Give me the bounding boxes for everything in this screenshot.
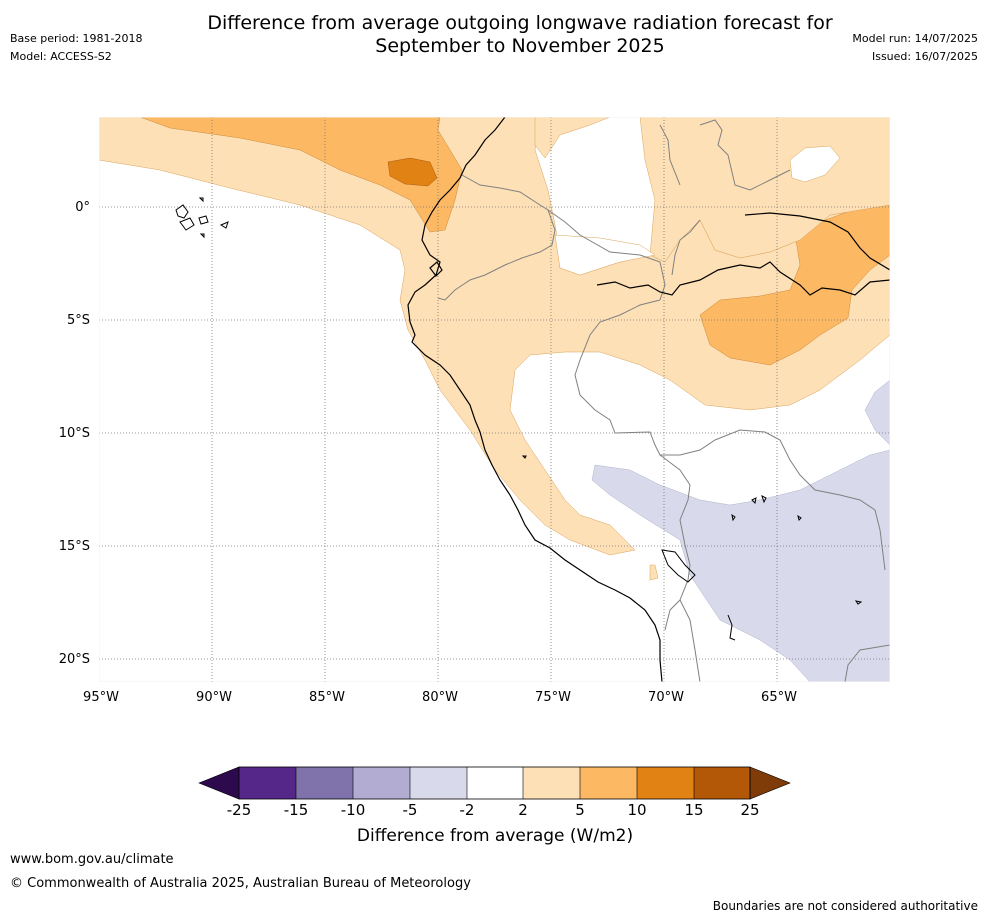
model-run: Model run: 14/07/2025 — [852, 32, 978, 45]
lon-label-90w: 90°W — [196, 690, 232, 705]
map-plot-area — [99, 117, 890, 682]
lon-label-85w: 85°W — [309, 690, 345, 705]
colorbar-segment — [580, 767, 637, 799]
right-metadata: Model run: 14/07/2025 Issued: 16/07/2025 — [852, 32, 978, 68]
lon-label-95w: 95°W — [83, 690, 119, 705]
anomaly-hole-north — [554, 234, 656, 276]
disclaimer: Boundaries are not considered authoritat… — [712, 899, 978, 913]
left-metadata: Base period: 1981-2018 Model: ACCESS-S2 — [10, 32, 142, 68]
colorbar-tick: 10 — [627, 801, 647, 819]
colorbar-segment — [239, 767, 296, 799]
colorbar-label: Difference from average (W/m2) — [356, 826, 634, 846]
lat-label-15s: 15°S — [59, 539, 90, 554]
colorbar-segment — [694, 767, 750, 799]
anomaly-region-2-to-5-top-small — [534, 117, 611, 159]
colorbar-tick: -25 — [226, 801, 252, 819]
lat-label-0: 0° — [75, 200, 90, 215]
galapagos-islands — [175, 197, 229, 239]
lat-label-20s: 20°S — [59, 652, 90, 667]
colorbar-outline — [238, 766, 751, 800]
anomaly-hole-northeast — [789, 145, 841, 183]
colorbar-tick: -10 — [340, 801, 366, 819]
chart-title: Difference from average outgoing longwav… — [150, 12, 890, 58]
anomaly-region-5-to-10-north — [139, 117, 463, 233]
lon-label-80w: 80°W — [422, 690, 458, 705]
colorbar-tick: 2 — [518, 801, 528, 819]
colorbar-tick: 5 — [575, 801, 585, 819]
colorbar-tick: -15 — [283, 801, 309, 819]
base-period: Base period: 1981-2018 — [10, 32, 143, 45]
anomaly-region-minus5-to-minus2-east — [864, 379, 890, 446]
colorbar-segment — [353, 767, 410, 799]
anomaly-region-2-to-5-small — [649, 564, 659, 581]
lat-label-5s: 5°S — [67, 313, 90, 328]
issued-date: Issued: 16/07/2025 — [871, 50, 978, 63]
lon-label-65w: 65°W — [761, 690, 797, 705]
gridlines — [99, 117, 890, 682]
latitude-labels: 0° 5°S 10°S 15°S 20°S — [59, 200, 90, 667]
coastline — [407, 117, 890, 682]
country-boundaries — [437, 119, 890, 682]
colorbar-tick-labels: -25 -15 -10 -5 -2 2 5 10 15 25 — [0, 801, 988, 821]
colorbar-tick: 25 — [740, 801, 760, 819]
colorbar-right-extend — [749, 766, 791, 800]
colorbar-segment — [637, 767, 694, 799]
anomaly-region-10-to-15 — [387, 157, 438, 187]
lon-label-70w: 70°W — [648, 690, 684, 705]
title-line-2: September to November 2025 — [375, 35, 665, 57]
website-link[interactable]: www.bom.gov.au/climate — [10, 852, 174, 867]
colorbar-left-extend — [198, 766, 240, 800]
colorbar-segment — [410, 767, 467, 799]
colorbar — [198, 766, 791, 800]
lat-label-10s: 10°S — [59, 426, 90, 441]
colorbar-dividers — [295, 767, 695, 799]
anomaly-region-minus5-to-minus2 — [591, 449, 890, 682]
copyright-notice: © Commonwealth of Australia 2025, Austra… — [10, 876, 471, 891]
colorbar-segment — [523, 767, 580, 799]
lon-label-75w: 75°W — [535, 690, 571, 705]
anomaly-region-5-to-10-amazon — [699, 204, 890, 366]
lakes — [521, 455, 863, 641]
model-name: Model: ACCESS-S2 — [10, 50, 112, 63]
colorbar-segment — [296, 767, 353, 799]
colorbar-tick: 15 — [684, 801, 704, 819]
colorbar-tick: -5 — [402, 801, 418, 819]
colorbar-tick: -2 — [459, 801, 475, 819]
title-line-1: Difference from average outgoing longwav… — [207, 12, 833, 34]
colorbar-segment — [467, 767, 523, 799]
longitude-labels: 95°W 90°W 85°W 80°W 75°W 70°W 65°W — [83, 690, 797, 705]
